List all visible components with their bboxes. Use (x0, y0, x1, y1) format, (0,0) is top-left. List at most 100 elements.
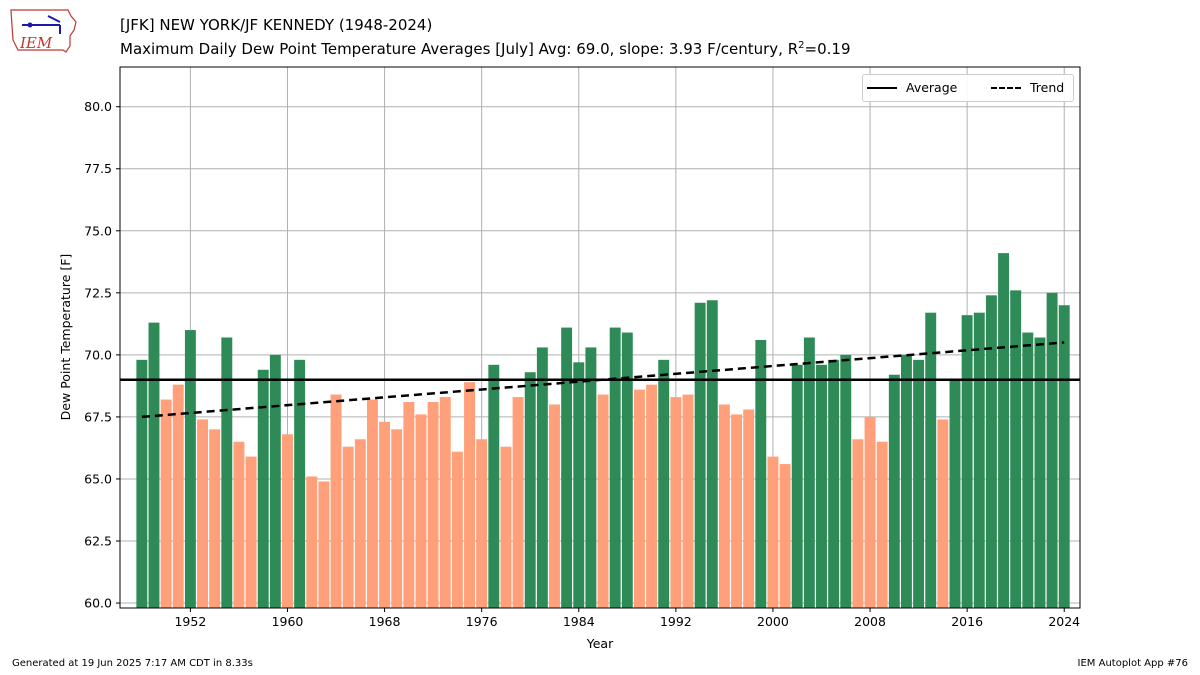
bar-2004 (816, 364, 827, 608)
chart-title: [JFK] NEW YORK/JF KENNEDY (1948-2024) (120, 16, 433, 34)
bar-2006 (840, 354, 852, 608)
bar-1961 (294, 359, 306, 608)
wind-barb-icon (47, 15, 61, 34)
bar-1995 (706, 300, 718, 608)
bar-1971 (415, 414, 427, 608)
bar-1970 (403, 402, 415, 608)
bar-1962 (306, 476, 318, 608)
bar-1960 (282, 434, 293, 608)
trend-line (141, 341, 1065, 419)
bar-1986 (597, 394, 609, 608)
bar-2020 (1010, 290, 1022, 608)
legend-swatch-trend (991, 86, 1021, 89)
bar-1950 (160, 399, 172, 608)
bar-1993 (682, 394, 694, 608)
bar-1996 (718, 404, 730, 608)
iowa-outline-icon (10, 9, 77, 53)
x-tick-label: 2008 (854, 614, 886, 629)
bar-1948 (136, 359, 148, 608)
bars (136, 253, 1070, 609)
bar-1988 (621, 332, 633, 608)
bar-2023 (1046, 292, 1058, 608)
x-tick-label: 1976 (466, 614, 498, 629)
bar-1998 (743, 409, 755, 608)
bar-1965 (342, 446, 354, 608)
bar-1974 (451, 451, 463, 608)
bar-2016 (961, 315, 973, 608)
bar-2014 (937, 419, 949, 608)
bar-1977 (488, 364, 500, 608)
bar-2009 (876, 441, 888, 608)
legend-label-average: Average (906, 80, 958, 95)
y-tick-label: 72.5 (84, 285, 112, 300)
bar-1983 (561, 327, 573, 608)
bar-1999 (755, 339, 767, 608)
bar-1976 (476, 439, 488, 608)
x-tick-label: 2016 (951, 614, 983, 629)
bar-2002 (791, 364, 803, 608)
bar-1980 (524, 372, 536, 608)
bar-1966 (354, 439, 366, 608)
bar-2019 (998, 253, 1010, 609)
x-tick-label: 1960 (272, 614, 304, 629)
chart-subtitle: Maximum Daily Dew Point Temperature Aver… (120, 40, 850, 58)
bar-1987 (609, 327, 621, 608)
y-tick-label: 65.0 (84, 471, 112, 486)
bar-1997 (731, 414, 742, 608)
bar-1969 (391, 429, 403, 608)
bar-1953 (197, 419, 208, 608)
bar-1981 (536, 347, 548, 608)
bar-1994 (694, 302, 706, 608)
x-tick-label: 1984 (563, 614, 595, 629)
x-tick-label: 1968 (369, 614, 401, 629)
bar-1963 (318, 481, 330, 608)
y-tick-label: 75.0 (84, 223, 112, 238)
bar-1949 (148, 322, 160, 608)
footer-generated: Generated at 19 Jun 2025 7:17 AM CDT in … (12, 658, 253, 669)
bar-1955 (221, 337, 233, 608)
bar-2010 (888, 374, 900, 608)
plot-frame (119, 66, 1081, 609)
legend-label-trend: Trend (1030, 80, 1065, 95)
bar-1979 (512, 397, 524, 608)
y-tick-label: 60.0 (84, 596, 112, 611)
bar-1973 (439, 397, 451, 608)
bar-1978 (500, 446, 512, 608)
footer-app: IEM Autoplot App #76 (1077, 658, 1188, 669)
y-tick-label: 70.0 (84, 347, 112, 362)
bar-2005 (828, 359, 840, 608)
bar-1972 (427, 402, 439, 608)
bar-1991 (658, 359, 670, 608)
bar-1954 (209, 429, 221, 608)
bar-1957 (245, 456, 257, 608)
station-dot-icon (27, 22, 33, 28)
logo-text: IEM (19, 34, 53, 52)
bar-1968 (379, 421, 391, 608)
x-tick-label: 2024 (1048, 614, 1080, 629)
bar-2011 (900, 354, 912, 608)
bar-1951 (172, 384, 184, 608)
y-tick-label: 67.5 (84, 409, 112, 424)
x-tick-label: 1952 (174, 614, 206, 629)
legend: Average Trend (862, 74, 1074, 102)
bar-1964 (330, 394, 342, 608)
bar-1992 (670, 397, 682, 608)
y-tick-label: 77.5 (84, 161, 112, 176)
iem-logo: IEM (10, 9, 77, 53)
x-tick-label: 1992 (660, 614, 692, 629)
bar-1989 (633, 389, 645, 608)
bar-1985 (585, 347, 597, 608)
bar-1990 (646, 384, 658, 608)
bar-1967 (366, 399, 378, 608)
bar-2022 (1034, 337, 1046, 608)
bar-2013 (925, 312, 937, 608)
bar-2012 (913, 359, 925, 608)
bar-2000 (767, 456, 779, 608)
bar-1959 (269, 354, 281, 608)
bar-2008 (864, 416, 876, 608)
y-axis-label: Dew Point Temperature [F] (58, 254, 73, 421)
x-axis-label: Year (586, 636, 614, 651)
legend-item-average: Average (867, 80, 957, 95)
legend-item-trend: Trend (991, 80, 1064, 95)
